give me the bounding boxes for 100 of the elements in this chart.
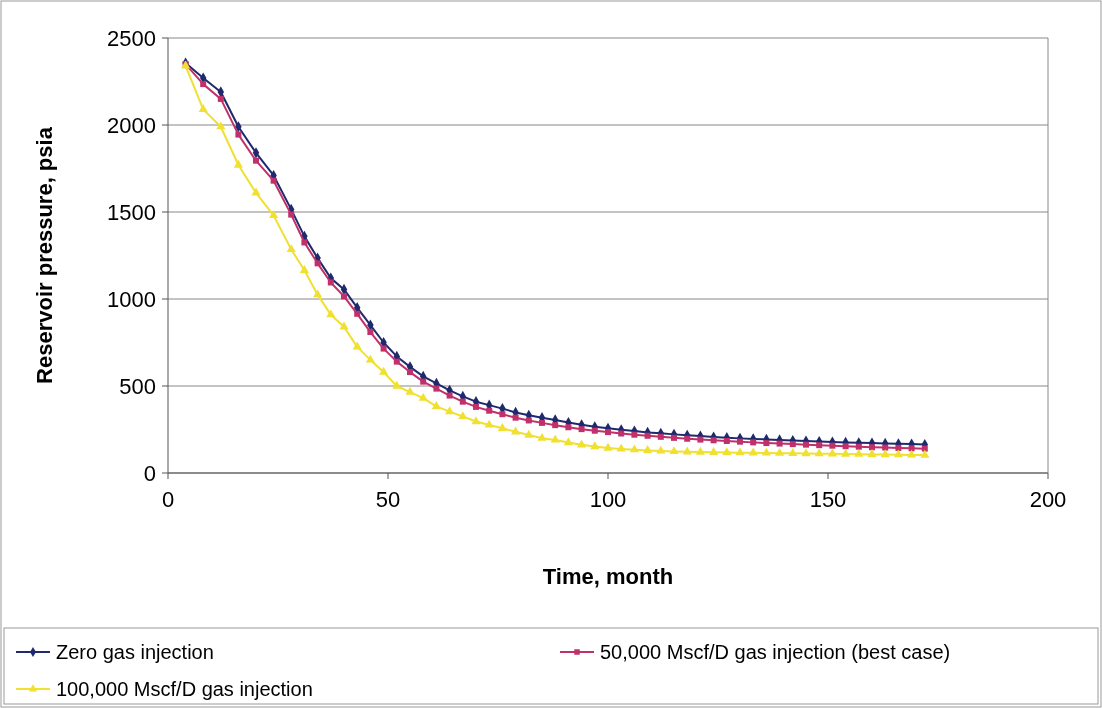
point [459,398,466,405]
point [763,440,770,447]
point [270,177,277,184]
point [473,403,479,410]
point [842,443,849,450]
point [629,444,639,453]
point [418,392,428,401]
point [392,380,402,389]
point [288,211,295,218]
point [550,434,560,443]
point [656,445,666,454]
point [286,244,296,253]
point [591,427,598,434]
legend-label: 100,000 Mscf/D gas injection [56,678,313,700]
point [269,210,279,219]
x-tick-label: 100 [589,487,627,512]
point [921,445,928,452]
point [565,424,572,431]
point [775,447,785,456]
point [841,448,851,457]
point [895,444,902,451]
point [590,441,600,450]
point [644,432,651,439]
point [299,265,309,273]
point [393,358,400,365]
point [420,378,427,385]
point [446,392,453,399]
point [684,435,691,442]
point [484,419,494,428]
y-tick-label: 2000 [107,112,156,138]
point [801,448,811,457]
point [697,436,704,443]
y-tick-label: 0 [143,460,156,486]
point [233,159,243,168]
point [512,414,519,421]
y-axis-title: Reservoir pressure, psia [32,126,57,384]
point [326,309,336,318]
y-tick-label: 2500 [107,25,156,51]
point [669,446,679,455]
point [433,385,440,392]
point [803,441,809,448]
point [578,426,585,433]
point [920,449,930,458]
point [789,441,796,448]
point [327,279,334,286]
point [750,439,757,446]
point [908,445,915,452]
x-tick-label: 150 [809,487,847,512]
x-tick-label: 50 [375,487,401,512]
x-tick-label: 0 [161,487,175,512]
point [816,442,823,449]
point [603,442,613,451]
point [616,443,626,452]
point [880,449,890,458]
point [657,433,664,440]
legend-label: Zero gas injection [56,641,214,663]
point [855,443,862,450]
point [380,345,387,352]
point [882,444,889,451]
point [552,422,559,429]
point [788,448,798,456]
point [379,366,389,375]
point [525,417,532,424]
point [776,440,783,447]
point [458,411,468,420]
x-tick-label: 200 [1029,487,1067,512]
point [737,438,743,445]
y-tick-label: 1000 [107,286,156,312]
point [722,447,732,456]
point [723,437,730,444]
point [643,445,653,454]
y-tick-label: 500 [119,373,156,399]
point [761,447,771,456]
point [314,260,321,267]
point [365,354,375,363]
y-tick-label: 1500 [107,199,156,225]
point [867,449,877,458]
point [524,429,534,438]
point [869,444,875,451]
point [814,448,824,457]
point [471,416,481,425]
point [367,329,374,336]
point [354,310,361,317]
point [539,419,545,426]
point [907,449,917,458]
point [671,434,677,441]
point [563,437,573,446]
point [709,447,719,455]
point [486,407,493,414]
point [893,449,903,458]
point [301,239,308,246]
point [253,157,259,164]
x-axis-title: Time, month [542,564,674,589]
point [854,448,864,457]
point [605,429,611,436]
point [216,121,226,130]
point [537,432,547,441]
point [735,447,745,456]
point [618,430,625,437]
point [405,386,415,395]
